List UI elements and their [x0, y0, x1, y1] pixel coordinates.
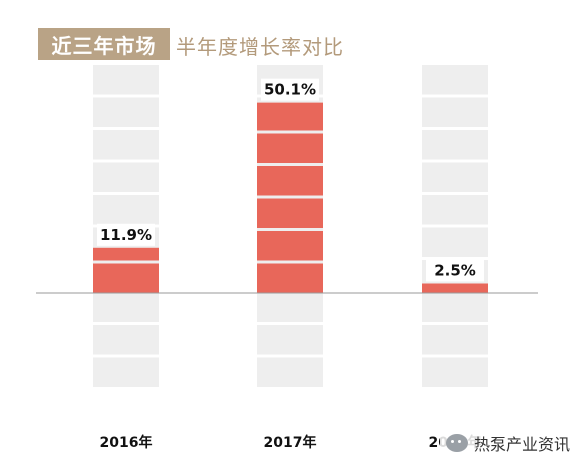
bg-column-segment	[422, 195, 488, 225]
category-label-2: 2017年	[264, 434, 317, 451]
category-label-1: 2016年	[100, 434, 153, 451]
bg-column-segment	[93, 293, 159, 323]
bar-1-segment	[93, 248, 159, 261]
value-label-1: 11.9%	[100, 226, 152, 244]
bg-column-segment	[93, 325, 159, 355]
bar-2-segment	[257, 166, 323, 196]
wechat-icon	[446, 434, 468, 452]
wechat-watermark: 热泵产业资讯	[440, 428, 576, 458]
bg-column-segment	[93, 195, 159, 225]
bar-2-segment	[257, 103, 323, 131]
bar-2-segment	[257, 134, 323, 164]
bg-column-segment	[257, 358, 323, 388]
bar-3-segment	[422, 284, 488, 294]
bg-column-segment	[257, 325, 323, 355]
bg-column-segment	[93, 130, 159, 160]
bg-column-segment	[422, 130, 488, 160]
bar-2-segment	[257, 199, 323, 229]
bar-2-segment	[257, 231, 323, 261]
bg-column-segment	[422, 293, 488, 323]
bg-column-segment	[422, 325, 488, 355]
bg-column-segment	[422, 163, 488, 193]
bg-column-segment	[422, 358, 488, 388]
bg-column-segment	[422, 98, 488, 128]
bg-column-segment	[93, 98, 159, 128]
bg-column-segment	[422, 65, 488, 95]
bg-column-segment	[257, 293, 323, 323]
bar-2-segment	[257, 264, 323, 294]
bg-column-segment	[422, 228, 488, 258]
value-label-2: 50.1%	[264, 81, 316, 99]
bg-column-segment	[93, 163, 159, 193]
value-label-3: 2.5%	[434, 262, 476, 280]
bar-1-segment	[93, 264, 159, 294]
bg-column-segment	[93, 65, 159, 95]
watermark-text: 热泵产业资讯	[474, 431, 570, 455]
bg-column-segment	[93, 358, 159, 388]
